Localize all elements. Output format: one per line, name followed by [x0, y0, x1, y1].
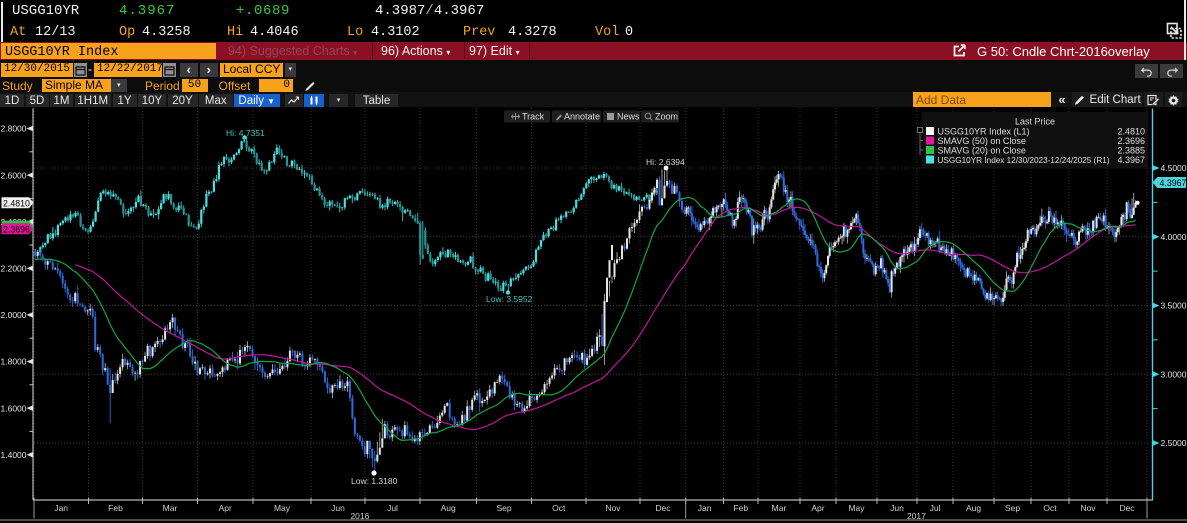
- svg-text:Aug: Aug: [966, 503, 981, 513]
- svg-text:Low: 1.3180: Low: 1.3180: [351, 476, 398, 486]
- svg-text:2016: 2016: [350, 511, 369, 521]
- svg-text:Oct: Oct: [552, 503, 566, 513]
- svg-text:Hi: 2.6394: Hi: 2.6394: [646, 157, 685, 167]
- svg-text:Jul: Jul: [930, 503, 941, 513]
- svg-text:Track: Track: [522, 112, 545, 122]
- svg-text:2.5000: 2.5000: [1161, 438, 1187, 448]
- svg-text:USGG10YR Index (L1): USGG10YR Index (L1): [938, 127, 1030, 137]
- svg-text:Annotate: Annotate: [564, 112, 600, 122]
- svg-text:Jul: Jul: [387, 503, 398, 513]
- svg-text:Low: 3.5952: Low: 3.5952: [486, 294, 533, 304]
- svg-text:1.4000: 1.4000: [1, 450, 27, 460]
- svg-text:Mar: Mar: [163, 503, 178, 513]
- svg-text:Last Price: Last Price: [1015, 117, 1055, 127]
- svg-text:2.4810: 2.4810: [3, 198, 30, 208]
- svg-text:Jan: Jan: [698, 503, 712, 513]
- svg-text:Apr: Apr: [811, 503, 824, 513]
- svg-text:Nov: Nov: [1080, 503, 1096, 513]
- svg-text:Jan: Jan: [54, 503, 68, 513]
- svg-text:Jun: Jun: [331, 503, 345, 513]
- svg-text:2.3885: 2.3885: [1117, 146, 1145, 156]
- svg-text:Sep: Sep: [496, 503, 511, 513]
- svg-text:2.3696: 2.3696: [3, 224, 30, 234]
- svg-text:2.8000: 2.8000: [1, 124, 27, 134]
- svg-text:2.0000: 2.0000: [1, 310, 27, 320]
- svg-text:Oct: Oct: [1043, 503, 1057, 513]
- svg-text:2.6000: 2.6000: [1, 170, 27, 180]
- svg-text:Mar: Mar: [772, 503, 787, 513]
- svg-text:3.5000: 3.5000: [1161, 301, 1187, 311]
- svg-text:3.0000: 3.0000: [1161, 369, 1187, 379]
- svg-text:Nov: Nov: [605, 503, 621, 513]
- svg-text:Dec: Dec: [1119, 503, 1135, 513]
- svg-text:Hi: 4.7351: Hi: 4.7351: [226, 128, 265, 138]
- svg-text:SMAVG (20) on Close: SMAVG (20) on Close: [938, 146, 1026, 156]
- svg-text:2.3696: 2.3696: [1117, 136, 1145, 146]
- svg-text:Apr: Apr: [219, 503, 232, 513]
- svg-text:1.8000: 1.8000: [1, 357, 27, 367]
- svg-text:Sep: Sep: [1005, 503, 1020, 513]
- svg-text:SMAVG (50) on Close: SMAVG (50) on Close: [938, 136, 1026, 146]
- svg-text:Jun: Jun: [890, 503, 904, 513]
- svg-text:Feb: Feb: [108, 503, 123, 513]
- svg-text:Dec: Dec: [655, 503, 671, 513]
- svg-text:May: May: [848, 503, 865, 513]
- svg-text:2.2000: 2.2000: [1, 264, 27, 274]
- svg-text:Feb: Feb: [733, 503, 748, 513]
- svg-text:News: News: [617, 112, 640, 122]
- svg-text:2.4810: 2.4810: [1117, 127, 1145, 137]
- svg-text:4.3967: 4.3967: [1160, 178, 1187, 188]
- svg-text:2017: 2017: [907, 511, 926, 521]
- svg-text:4.0000: 4.0000: [1161, 232, 1187, 242]
- svg-text:1.6000: 1.6000: [1, 403, 27, 413]
- svg-text:USGG10YR Index 12/30/2023-12/2: USGG10YR Index 12/30/2023-12/24/2025 (R1…: [938, 156, 1110, 165]
- svg-text:4.5000: 4.5000: [1161, 163, 1187, 173]
- svg-text:May: May: [274, 503, 291, 513]
- svg-text:4.3967: 4.3967: [1117, 155, 1145, 165]
- svg-text:Zoom: Zoom: [655, 112, 678, 122]
- svg-text:Aug: Aug: [441, 503, 456, 513]
